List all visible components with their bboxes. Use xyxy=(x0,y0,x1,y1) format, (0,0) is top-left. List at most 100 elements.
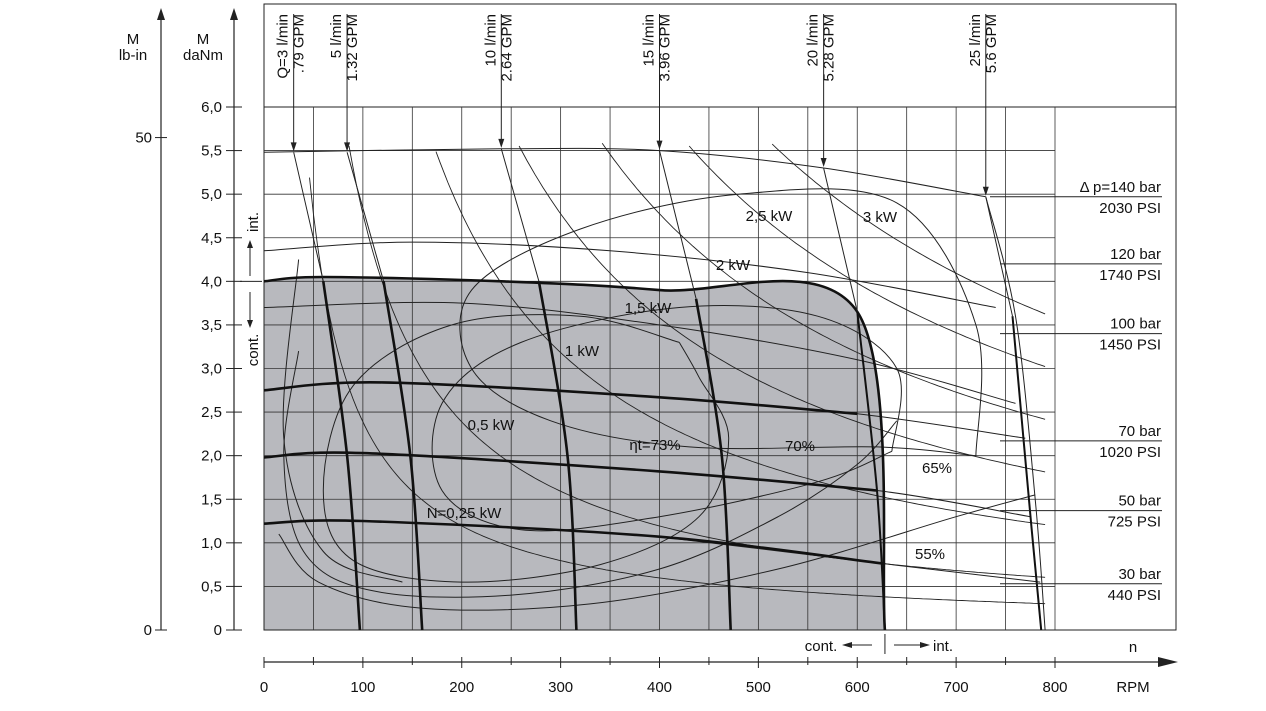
y-lbin-label-2: lb-in xyxy=(119,47,147,64)
y-dan-tick-label: 4,0 xyxy=(201,273,222,290)
pressure-curve-thin xyxy=(263,301,1016,404)
efficiency-contour xyxy=(278,494,1036,611)
efficiency-contour xyxy=(283,351,898,598)
flow-line-4-upper xyxy=(823,167,858,312)
flow-line-5-arrow xyxy=(982,186,989,196)
x-zone-cont-label: cont. xyxy=(805,638,838,655)
x-tick-label: 0 xyxy=(260,679,268,696)
pressure-label-4-bar: 50 bar xyxy=(1118,493,1161,510)
flow-line-5-lpm-label: 25 l/min xyxy=(967,14,984,67)
y-dan-label-2: daNm xyxy=(183,47,223,64)
y-dan-axis-arrow xyxy=(230,8,238,20)
y-dan-tick-label: 4,5 xyxy=(201,230,222,247)
y-dan-tick-label: 5,0 xyxy=(201,186,222,203)
x-tick-label: 800 xyxy=(1042,679,1067,696)
efficiency-label-73: ηt=73% xyxy=(629,437,680,454)
power-curve xyxy=(688,145,1046,368)
x-tick-label: 700 xyxy=(944,679,969,696)
efficiency-label-55: 55% xyxy=(915,546,945,563)
y-dan-tick-label: 5,5 xyxy=(201,143,222,160)
y-lbin-tick-label: 50 xyxy=(135,130,152,147)
label-layer: M lb-in M daNm RPM n cont. int. int. con… xyxy=(119,14,1161,696)
y-dan-tick-label: 0 xyxy=(214,622,222,639)
x-tick-label: 600 xyxy=(845,679,870,696)
pressure-label-0-bar: Δ p=140 bar xyxy=(1080,179,1161,196)
axes-layer: 0 0,5 1,0 1,5 2,0 2,5 3,0 3,5 4,0 4,5 5,0 5,5 6,0 0 50… xyxy=(135,8,1178,696)
flow-line-0-gpm-label: .79 GPM xyxy=(291,14,308,73)
y-dan-tick-label: 6,0 xyxy=(201,99,222,116)
flow-line-4-arrow xyxy=(820,158,827,168)
flow-line-0-arrow xyxy=(290,142,297,152)
pressure-curve-thick xyxy=(263,381,858,416)
pressure-label-5-bar: 30 bar xyxy=(1118,566,1161,583)
pressure-label-3-psi: 1020 PSI xyxy=(1099,444,1161,461)
y-lbin-axis-arrow xyxy=(157,8,165,20)
y-zone-cont-label: cont. xyxy=(245,334,262,367)
power-label-05: 0,5 kW xyxy=(468,417,516,434)
flow-line-1-upper xyxy=(346,152,385,282)
flow-line-4-lpm-label: 20 l/min xyxy=(805,14,822,67)
pressure-curve-140 xyxy=(263,147,986,198)
flow-line-5-upper xyxy=(985,196,1013,317)
y-int-arrow-head xyxy=(247,240,253,248)
pressure-label-4-psi: 725 PSI xyxy=(1108,514,1161,531)
y-dan-tick-label: 2,5 xyxy=(201,404,222,421)
pressure-label-5-psi: 440 PSI xyxy=(1108,587,1161,604)
x-tick-label: 500 xyxy=(746,679,771,696)
power-label-025: N=0,25 kW xyxy=(427,505,502,522)
flow-line-2-arrow xyxy=(498,138,505,148)
x-tick-label: 100 xyxy=(350,679,375,696)
x-axis-n-label: n xyxy=(1129,639,1137,656)
pressure-label-1-bar: 120 bar xyxy=(1110,246,1161,263)
efficiency-contour xyxy=(459,188,983,457)
pressure-label-3-bar: 70 bar xyxy=(1118,423,1161,440)
power-label-3: 3 kW xyxy=(863,209,898,226)
power-curve xyxy=(518,145,1046,473)
y-lbin-tick-label: 0 xyxy=(144,622,152,639)
pressure-label-2-psi: 1450 PSI xyxy=(1099,337,1161,354)
x-tick-label: 200 xyxy=(449,679,474,696)
flow-line-2-lower xyxy=(537,281,578,631)
x-int-arrow-head xyxy=(920,642,930,648)
pressure-label-2-bar: 100 bar xyxy=(1110,316,1161,333)
power-curve xyxy=(771,143,1046,315)
flow-line-0-lpm-label: Q=3 l/min xyxy=(275,14,292,79)
x-tick-label: 400 xyxy=(647,679,672,696)
x-cont-arrow-head xyxy=(842,642,852,648)
pressure-curve-thick xyxy=(263,451,878,492)
y-lbin-label-1: M xyxy=(127,31,140,48)
flow-line-4-lower xyxy=(856,311,886,631)
y-dan-tick-label: 1,5 xyxy=(201,491,222,508)
flow-line-3-lower xyxy=(694,298,732,631)
efficiency-contour xyxy=(431,305,902,532)
flow-line-1-arrow xyxy=(344,142,351,152)
efficiency-label-70: 70% xyxy=(785,438,815,455)
power-curve xyxy=(348,145,1046,578)
y-dan-tick-label: 2,0 xyxy=(201,448,222,465)
power-label-2: 2 kW xyxy=(716,257,751,274)
flow-line-2-gpm-label: 2.64 GPM xyxy=(498,14,515,82)
power-curve xyxy=(435,151,1046,526)
right-envelope xyxy=(985,196,1046,631)
flow-line-2-lpm-label: 10 l/min xyxy=(482,14,499,67)
flow-line-1-lower xyxy=(382,281,424,631)
y-dan-tick-label: 1,0 xyxy=(201,535,222,552)
x-tick-label: 300 xyxy=(548,679,573,696)
x-axis-arrow xyxy=(1158,657,1178,667)
pressure-label-1-psi: 1740 PSI xyxy=(1099,267,1161,284)
y-dan-tick-label: 3,5 xyxy=(201,317,222,334)
pressure-curve-thick xyxy=(263,519,886,566)
pressure-curve-thin xyxy=(263,241,996,308)
flow-line-3-arrow xyxy=(656,140,663,150)
flow-line-0-lower xyxy=(322,281,362,631)
flow-line-5-lower xyxy=(1011,316,1043,631)
power-label-15: 1,5 kW xyxy=(625,300,673,317)
flow-line-1-lpm-label: 5 l/min xyxy=(328,14,345,58)
plot-frame xyxy=(263,3,1177,631)
efficiency-contour xyxy=(322,314,730,583)
flow-line-5-gpm-label: 5.6 GPM xyxy=(983,14,1000,73)
curve-layer xyxy=(263,14,1162,631)
y-cont-arrow-head xyxy=(247,320,253,328)
pressure-label-0-psi: 2030 PSI xyxy=(1099,200,1161,217)
efficiency-label-65: 65% xyxy=(922,460,952,477)
